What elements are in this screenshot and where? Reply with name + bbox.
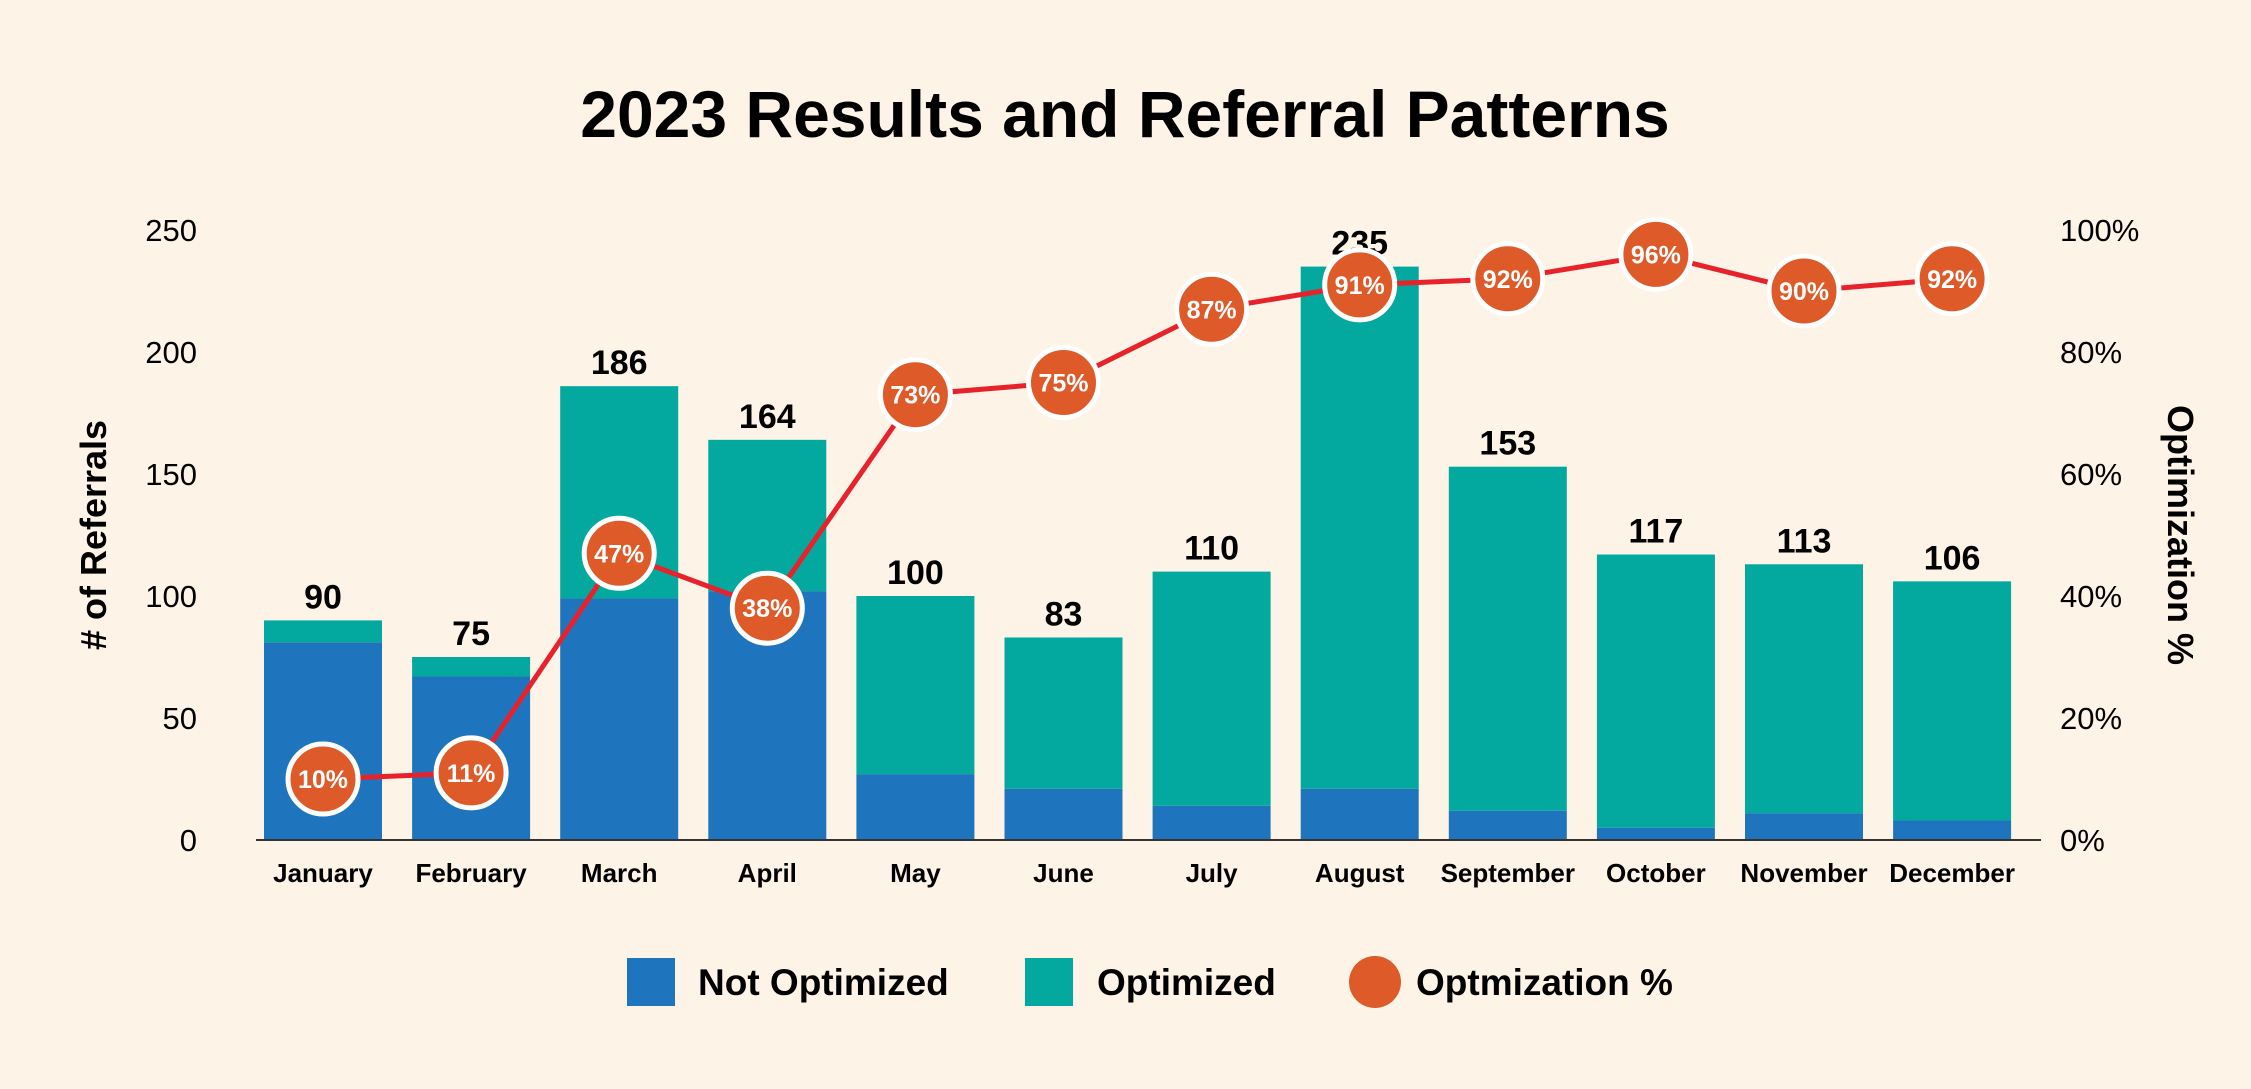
bar-total-label: 100 xyxy=(887,554,944,592)
optimization-point-label: 87% xyxy=(1187,296,1237,324)
optimization-point xyxy=(1470,241,1546,317)
optimization-point xyxy=(1766,253,1842,329)
bar-total-label: 110 xyxy=(1184,530,1239,568)
bar-total-label: 83 xyxy=(1045,595,1083,633)
bar-not-optimized xyxy=(560,598,679,840)
bar-not-optimized xyxy=(1893,820,2012,840)
x-tick-label: December xyxy=(1889,858,2015,888)
optimization-point xyxy=(877,357,953,433)
legend-label-optimization: Optmization % xyxy=(1416,962,1673,1003)
x-tick-label: September xyxy=(1441,858,1575,888)
optimization-point xyxy=(1322,247,1398,323)
bar-optimized xyxy=(1004,637,1123,789)
bar-total-label: 117 xyxy=(1628,513,1683,551)
optimization-point-label: 92% xyxy=(1483,266,1533,294)
legend-swatch-optimized xyxy=(1025,958,1073,1006)
optimization-point-label: 96% xyxy=(1631,241,1681,269)
y2-tick-label: 60% xyxy=(2060,457,2122,492)
bar-not-optimized xyxy=(1152,805,1271,840)
chart-title: 2023 Results and Referral Patterns xyxy=(580,77,1669,151)
bar-optimized xyxy=(856,596,975,775)
x-tick-label: January xyxy=(273,858,373,888)
x-tick-label: August xyxy=(1315,858,1405,888)
bar-optimized xyxy=(1300,266,1419,789)
y2-axis-label: Optimization % xyxy=(2160,405,2201,665)
y2-tick-label: 0% xyxy=(2060,823,2105,858)
optimization-point-label: 73% xyxy=(890,382,940,410)
legend: Not Optimized Optimized Optmization % xyxy=(627,956,1673,1008)
y2-tick-label: 20% xyxy=(2060,701,2122,736)
bar-not-optimized xyxy=(856,774,975,840)
optimization-point-label: 90% xyxy=(1779,278,1829,306)
bar-not-optimized xyxy=(1004,788,1123,840)
bar-optimized xyxy=(708,439,827,592)
bar-not-optimized xyxy=(1745,813,1863,840)
optimization-point-label: 75% xyxy=(1038,370,1088,398)
x-tick-label: July xyxy=(1186,858,1239,888)
optimization-point-label: 47% xyxy=(594,540,644,568)
x-tick-label: April xyxy=(738,858,797,888)
bar-total-label: 153 xyxy=(1479,425,1536,463)
bar-total-label: 90 xyxy=(304,578,342,616)
x-tick-label: June xyxy=(1033,858,1094,888)
y2-tick-label: 80% xyxy=(2060,335,2122,370)
optimization-point xyxy=(729,570,805,646)
x-tick-label: February xyxy=(415,858,527,888)
optimization-point xyxy=(285,741,361,817)
optimization-point xyxy=(1618,216,1694,292)
x-tick-label: May xyxy=(890,858,941,888)
y-tick-label: 150 xyxy=(145,457,197,492)
y-tick-label: 200 xyxy=(145,335,197,370)
bar-optimized xyxy=(412,657,531,677)
legend-label-not-optimized: Not Optimized xyxy=(698,962,949,1003)
optimization-point-label: 11% xyxy=(447,760,496,788)
axis-ticks: 0 50 100 150 200 250 0% 20% 40% 60% 80% 100% xyxy=(145,213,2139,858)
x-tick-label: November xyxy=(1740,858,1867,888)
optimization-line: 10% 11% 47% 38% 73% 75% 87% 91% 92% 96% 90% 92% xyxy=(285,216,1990,817)
x-tick-label: October xyxy=(1606,858,1706,888)
optimization-point xyxy=(1914,241,1990,317)
y-tick-label: 100 xyxy=(145,579,197,614)
y2-tick-label: 40% xyxy=(2060,579,2122,614)
optimization-point-label: 10% xyxy=(298,766,348,794)
bar-optimized xyxy=(1745,564,1863,814)
legend-swatch-not-optimized xyxy=(627,958,675,1006)
optimization-point xyxy=(433,735,509,811)
bar-optimized xyxy=(1152,571,1271,806)
optimization-point xyxy=(1174,271,1250,347)
bar-total-label: 164 xyxy=(739,398,796,436)
y-tick-label: 0 xyxy=(180,823,197,858)
optimization-point xyxy=(1026,345,1101,420)
bar-not-optimized xyxy=(1596,827,1715,840)
bar-optimized xyxy=(1893,581,2012,821)
bar-total-label: 106 xyxy=(1924,539,1981,577)
bar-optimized xyxy=(264,620,382,643)
optimization-point-label: 91% xyxy=(1335,272,1385,300)
bar-not-optimized xyxy=(1300,788,1419,840)
bar-total-label: 186 xyxy=(591,344,648,382)
y-axis-label: # of Referrals xyxy=(73,420,114,650)
bar-optimized xyxy=(1448,466,1567,811)
legend-marker-optimization xyxy=(1349,956,1401,1008)
bar-optimized xyxy=(1596,554,1715,828)
bar-total-label: 113 xyxy=(1777,522,1832,560)
bar-total-label: 75 xyxy=(452,615,490,653)
y-tick-label: 250 xyxy=(145,213,197,248)
bars: 90 January 75 February 186 March 164 April 100 Ma… xyxy=(264,225,2015,888)
y2-tick-label: 100% xyxy=(2060,213,2139,248)
y-tick-label: 50 xyxy=(163,701,197,736)
legend-label-optimized: Optimized xyxy=(1097,962,1276,1003)
bar-not-optimized xyxy=(1448,810,1567,840)
x-tick-label: March xyxy=(581,858,658,888)
optimization-point-label: 92% xyxy=(1927,266,1977,294)
optimization-point-label: 38% xyxy=(742,595,792,623)
optimization-point xyxy=(581,515,657,591)
